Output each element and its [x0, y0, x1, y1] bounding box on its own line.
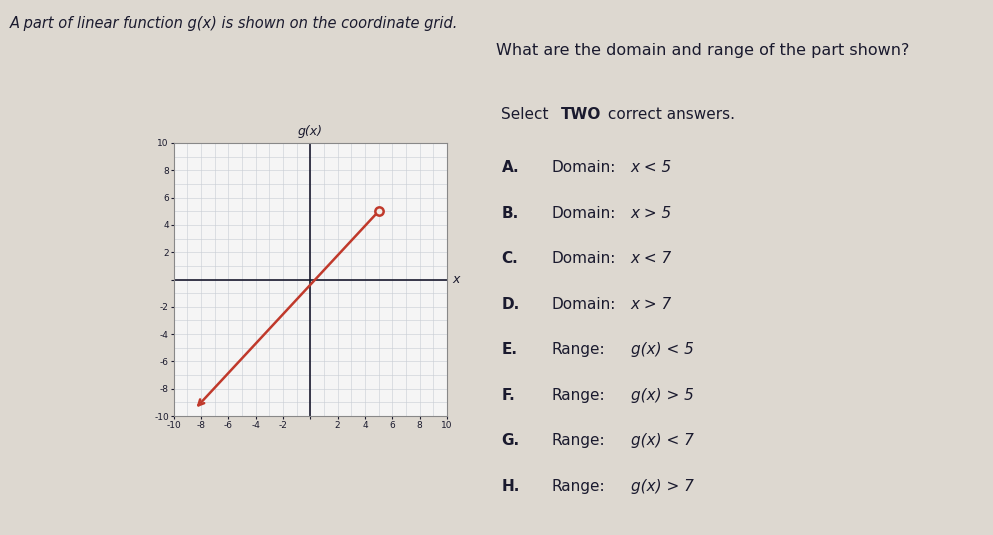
- Text: g(x) > 5: g(x) > 5: [631, 388, 693, 403]
- Text: Range:: Range:: [551, 388, 605, 403]
- Text: g(x) < 5: g(x) < 5: [631, 342, 693, 357]
- Text: B.: B.: [501, 206, 518, 221]
- Text: Range:: Range:: [551, 433, 605, 448]
- Text: Domain:: Domain:: [551, 160, 616, 175]
- Text: TWO: TWO: [561, 107, 602, 122]
- Text: x < 5: x < 5: [631, 160, 672, 175]
- Text: x < 7: x < 7: [631, 251, 672, 266]
- Text: A part of linear function g(x) is shown on the coordinate grid.: A part of linear function g(x) is shown …: [10, 16, 459, 31]
- Text: G.: G.: [501, 433, 519, 448]
- Text: What are the domain and range of the part shown?: What are the domain and range of the par…: [496, 43, 910, 58]
- Text: Range:: Range:: [551, 342, 605, 357]
- Text: correct answers.: correct answers.: [603, 107, 735, 122]
- Text: H.: H.: [501, 479, 520, 494]
- Text: x > 7: x > 7: [631, 297, 672, 312]
- Text: g(x) > 7: g(x) > 7: [631, 479, 693, 494]
- Text: g(x): g(x): [298, 125, 323, 137]
- Text: F.: F.: [501, 388, 515, 403]
- Text: Domain:: Domain:: [551, 297, 616, 312]
- Text: Select: Select: [501, 107, 554, 122]
- Text: C.: C.: [501, 251, 518, 266]
- Text: x: x: [453, 273, 460, 286]
- Text: g(x) < 7: g(x) < 7: [631, 433, 693, 448]
- Text: x > 5: x > 5: [631, 206, 672, 221]
- Text: Domain:: Domain:: [551, 206, 616, 221]
- Text: D.: D.: [501, 297, 519, 312]
- Text: Domain:: Domain:: [551, 251, 616, 266]
- Text: Range:: Range:: [551, 479, 605, 494]
- Text: E.: E.: [501, 342, 517, 357]
- Text: A.: A.: [501, 160, 519, 175]
